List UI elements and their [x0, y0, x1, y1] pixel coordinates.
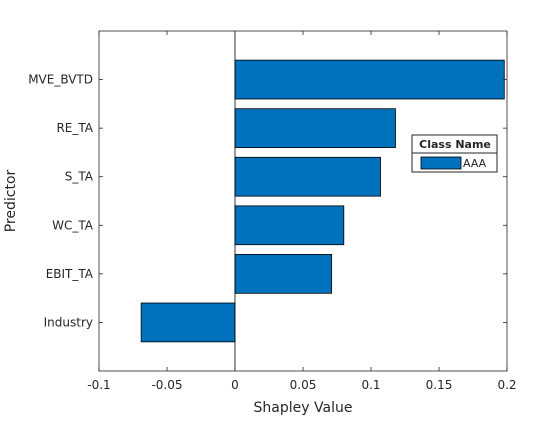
legend-entry-label: AAA	[463, 157, 487, 170]
y-tick-label: Industry	[44, 315, 93, 329]
legend-swatch	[420, 156, 462, 170]
bar-re-ta	[234, 108, 396, 148]
bar-mve-bvtd	[234, 59, 505, 100]
y-tick-label: S_TA	[65, 170, 94, 184]
y-tick-label: WC_TA	[52, 218, 94, 232]
legend-title: Class Name	[419, 138, 491, 151]
x-tick-label: 0	[231, 378, 239, 392]
bar-s-ta	[234, 156, 381, 197]
x-tick-label: -0.05	[151, 378, 182, 392]
x-axis-label: Shapley Value	[254, 400, 353, 416]
y-tick-label: EBIT_TA	[46, 267, 94, 281]
x-tick-label: 0.15	[426, 378, 453, 392]
bars	[140, 59, 505, 343]
y-axis-label: Predictor	[3, 169, 19, 232]
x-tick-label: 0.05	[290, 378, 317, 392]
y-axis-ticks: MVE_BVTD RE_TA S_TA WC_TA EBIT_TA Industry	[28, 73, 507, 329]
bar-ebit-ta	[234, 254, 332, 294]
bar-wc-ta	[234, 205, 345, 246]
y-tick-label: RE_TA	[56, 121, 93, 135]
x-tick-label: 0.2	[497, 378, 516, 392]
y-tick-label: MVE_BVTD	[28, 73, 93, 87]
x-axis-ticks: -0.1 -0.05 0 0.05 0.1 0.15 0.2	[87, 31, 517, 392]
x-tick-label: 0.1	[361, 378, 380, 392]
x-tick-label: -0.1	[87, 378, 110, 392]
bar-industry	[140, 302, 236, 343]
legend: Class Name AAA	[411, 134, 498, 173]
